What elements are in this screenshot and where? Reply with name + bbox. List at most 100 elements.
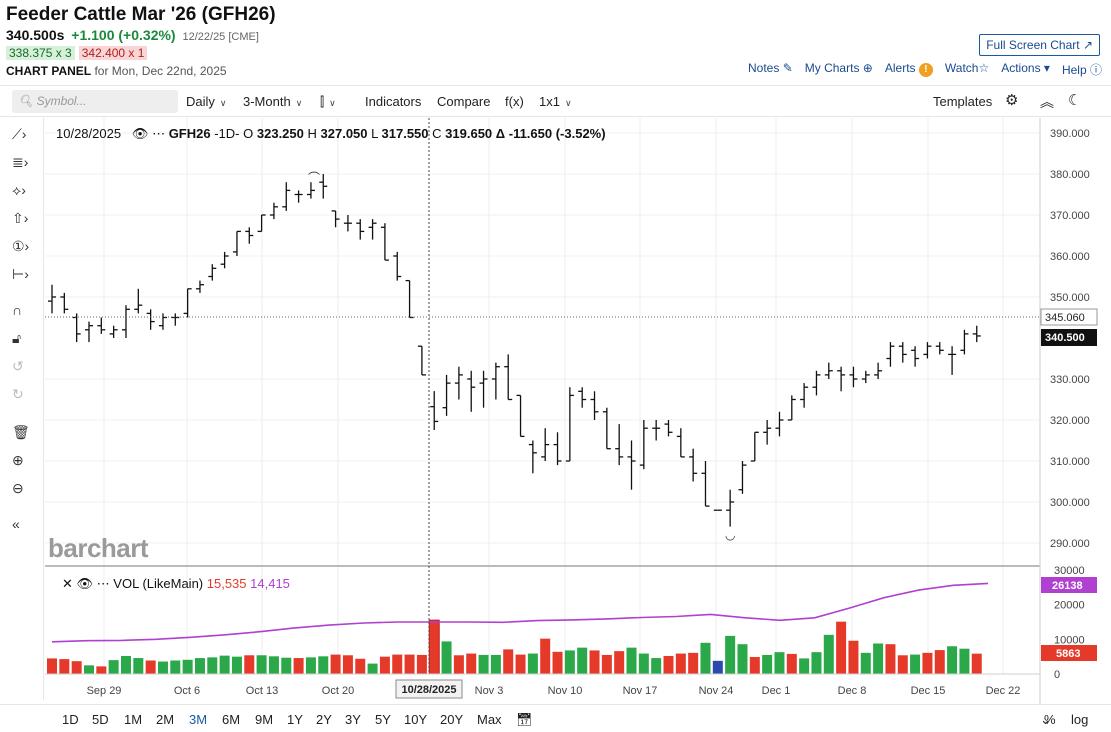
gear-icon[interactable]: ⚙ (1005, 92, 1019, 109)
ohlc-bar (935, 342, 944, 355)
collapse-toolbar-icon[interactable]: « (12, 516, 20, 532)
volume-bar (133, 658, 144, 674)
volume-bar (614, 651, 625, 674)
magnet-icon[interactable]: ∩ (12, 302, 23, 318)
redo-icon[interactable]: ↻ (12, 386, 24, 402)
ohlc-bar (467, 370, 476, 412)
mycharts-link[interactable]: My Charts ⊕ (805, 61, 873, 78)
chart-panel-label: CHART PANEL for Mon, Dec 22nd, 2025 (6, 64, 227, 78)
range-dropdown[interactable]: 3-Month ∨ (243, 94, 302, 109)
volume-bar (182, 659, 193, 674)
measure-tool-icon[interactable]: ⊢› (12, 266, 29, 282)
range-button-5y[interactable]: 5Y (375, 712, 391, 727)
annotation-tool-icon[interactable]: ①› (12, 238, 30, 254)
zoom-in-icon[interactable]: ⊕ (12, 452, 24, 468)
volume-bar (355, 658, 366, 674)
range-button-1d[interactable]: 1D (62, 712, 79, 727)
volume-bar (281, 657, 292, 674)
ohlc-bar (615, 424, 624, 466)
range-button-9m[interactable]: 9M (255, 712, 274, 727)
volume-bar (737, 644, 748, 674)
volume-bar (145, 660, 156, 674)
lock-icon[interactable]: 🔓︎ (12, 330, 22, 346)
range-button-5d[interactable]: 5D (92, 712, 109, 727)
ohlc-bar (898, 342, 907, 363)
volume-bar (503, 649, 514, 674)
range-button-2m[interactable]: 2M (156, 712, 175, 727)
range-button-20y[interactable]: 20Y (440, 712, 464, 727)
fx-button[interactable]: f(x) (505, 94, 524, 109)
log-toggle[interactable]: log (1071, 712, 1089, 727)
ohlc-bar (430, 391, 439, 431)
fib-tool-icon[interactable]: ≣› (12, 154, 29, 170)
alerts-link[interactable]: Alerts ! (885, 61, 933, 78)
layout-dropdown[interactable]: 1x1 ∨ (539, 94, 572, 109)
range-button-1y[interactable]: 1Y (287, 712, 303, 727)
ohlc-bar (726, 489, 735, 527)
compare-button[interactable]: Compare (437, 94, 491, 109)
page-title: Feeder Cattle Mar '26 (GFH26) (6, 4, 276, 25)
shape-tool-icon[interactable]: ⟡› (12, 182, 26, 198)
volume-average-line (51, 582, 989, 643)
ohlc-bar (565, 387, 574, 462)
notes-link[interactable]: Notes ✎ (748, 61, 793, 78)
percent-toggle[interactable]: % (1044, 712, 1056, 727)
range-button-1m[interactable]: 1M (124, 712, 143, 727)
zoom-out-icon[interactable]: ⊖ (12, 480, 24, 496)
trash-icon[interactable]: 🗑︎ (12, 424, 30, 440)
volume-legend: ✕ 👁︎ ⋯ VOL (LikeMain) 15,535 14,415 (62, 576, 290, 592)
templates-button[interactable]: Templates (933, 94, 993, 109)
volume-bar (96, 666, 107, 674)
volume-bar (47, 658, 57, 674)
caret-down-icon: ▾ (1043, 61, 1050, 75)
ohlc-bar (800, 383, 809, 408)
price-chart[interactable]: 390.000 380.000 370.000 360.000 350.000 330.0… (0, 118, 1111, 704)
undo-icon[interactable]: ↺ (12, 358, 24, 374)
legend-interval: -1D- (214, 126, 240, 141)
chart-type-dropdown[interactable]: ⫿ ∨ (320, 94, 336, 110)
ohlc-bar (232, 230, 241, 256)
close-icon[interactable]: ✕ (62, 576, 73, 591)
price-tick-label: 380.000 (1050, 169, 1090, 181)
help-link[interactable]: Help ⓘ (1062, 61, 1102, 78)
range-button-3y[interactable]: 3Y (345, 712, 361, 727)
ohlc-bar (738, 461, 747, 494)
ohlc-bar (923, 342, 932, 359)
arrow-tool-icon[interactable]: ⇧› (12, 210, 29, 226)
price-tick-label: 300.000 (1050, 497, 1090, 509)
ohlc-bar (195, 280, 204, 293)
ohlc-bar (97, 317, 106, 334)
dark-mode-icon[interactable]: ☾ (1068, 92, 1082, 109)
range-button-6m[interactable]: 6M (222, 712, 241, 727)
actions-menu[interactable]: Actions ▾ (1001, 61, 1050, 78)
eye-icon[interactable]: 👁︎ (76, 576, 94, 591)
watch-link[interactable]: Watch☆ (945, 61, 989, 78)
range-button-2y[interactable]: 2Y (316, 712, 332, 727)
date-tick-label: Dec 8 (838, 685, 867, 697)
volume-bar (194, 658, 205, 674)
symbol-search-input[interactable]: 🔍︎ Symbol... (12, 90, 178, 113)
volume-tick-label: 30000 (1054, 565, 1085, 577)
collapse-icon[interactable]: ︽ (1040, 94, 1054, 110)
range-button-10y[interactable]: 10Y (404, 712, 428, 727)
line-tool-icon[interactable]: ⟋› (12, 126, 27, 142)
more-icon[interactable]: ⋯ (152, 126, 166, 141)
actions-label: Actions (1001, 61, 1041, 75)
calendar-icon[interactable]: 📅︎ (516, 712, 533, 727)
range-button-max[interactable]: Max (477, 712, 502, 727)
more-icon[interactable]: ⋯ (96, 576, 110, 591)
chevrons-down-icon[interactable]: ⌄ (1040, 712, 1051, 727)
fullscreen-button[interactable]: Full Screen Chart ↗ (979, 34, 1100, 56)
volume-bar (663, 655, 674, 674)
indicators-button[interactable]: Indicators (365, 94, 422, 109)
range-button-3m[interactable]: 3M (189, 712, 208, 727)
price-tick-label: 310.000 (1050, 456, 1090, 468)
range-label: 3-Month (243, 94, 291, 109)
ohlc-bar (516, 394, 525, 438)
eye-icon[interactable]: 👁︎ (131, 126, 149, 141)
last-price-label: 340.500 (1045, 332, 1085, 344)
volume-bar (490, 654, 501, 674)
interval-dropdown[interactable]: Daily ∨ (186, 94, 227, 109)
volume-bar (83, 665, 94, 674)
volume-bar (934, 650, 945, 674)
